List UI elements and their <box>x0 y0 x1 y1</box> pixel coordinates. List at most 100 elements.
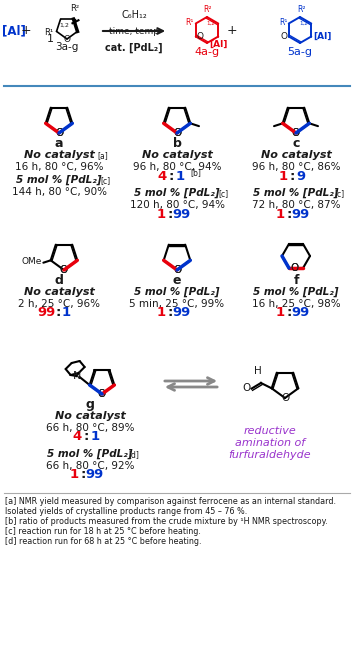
Text: [c]: [c] <box>334 189 344 198</box>
Text: [a] NMR yield measured by comparison against ferrocene as an internal standard.: [a] NMR yield measured by comparison aga… <box>5 497 336 506</box>
Text: No catalyst: No catalyst <box>55 411 125 421</box>
Text: e: e <box>173 274 181 287</box>
Text: 66 h, 80 °C, 89%: 66 h, 80 °C, 89% <box>46 423 134 433</box>
Text: Isolated yields of crystalline products range from 45 – 76 %.: Isolated yields of crystalline products … <box>5 507 247 516</box>
Text: 9: 9 <box>296 169 305 183</box>
Text: d: d <box>55 274 63 287</box>
Text: amination of: amination of <box>235 438 305 448</box>
Text: 144 h, 80 °C, 90%: 144 h, 80 °C, 90% <box>11 187 107 197</box>
Text: R¹: R¹ <box>44 28 53 37</box>
Text: 4a-g: 4a-g <box>194 47 219 57</box>
Text: 16 h, 25 °C, 98%: 16 h, 25 °C, 98% <box>252 299 340 309</box>
Text: :: : <box>286 207 292 220</box>
Text: 72 h, 80 °C, 87%: 72 h, 80 °C, 87% <box>252 200 340 210</box>
Text: 1: 1 <box>276 306 285 320</box>
Text: b: b <box>172 137 182 150</box>
Text: O: O <box>173 265 181 275</box>
Text: O: O <box>281 32 288 41</box>
Text: 96 h, 80 °C, 86%: 96 h, 80 °C, 86% <box>252 162 340 172</box>
Text: 1: 1 <box>157 207 166 220</box>
Text: [d]: [d] <box>128 450 139 459</box>
Text: :: : <box>167 306 173 320</box>
Text: :: : <box>81 468 86 481</box>
Text: :: : <box>168 169 174 183</box>
Text: :: : <box>83 430 89 444</box>
Text: 1,2: 1,2 <box>59 23 69 28</box>
Text: O: O <box>98 389 106 399</box>
Text: reductive: reductive <box>244 426 296 436</box>
Text: +: + <box>21 25 31 37</box>
Text: No catalyst: No catalyst <box>24 150 95 160</box>
Text: 1,2: 1,2 <box>299 21 308 25</box>
Text: 66 h, 80 °C, 92%: 66 h, 80 °C, 92% <box>46 461 134 471</box>
Text: a: a <box>55 137 63 150</box>
Text: [c]: [c] <box>218 189 228 198</box>
Text: c: c <box>292 137 300 150</box>
Text: O: O <box>173 265 181 275</box>
Text: g: g <box>86 398 95 411</box>
Text: time, temp: time, temp <box>109 26 159 36</box>
Text: No catalyst: No catalyst <box>24 287 95 297</box>
Text: [Al]: [Al] <box>209 39 228 48</box>
Text: 1: 1 <box>62 306 71 320</box>
Text: +: + <box>227 25 237 37</box>
Text: 16 h, 80 °C, 96%: 16 h, 80 °C, 96% <box>15 162 103 172</box>
Text: 99: 99 <box>173 207 191 220</box>
Text: 2 h, 25 °C, 96%: 2 h, 25 °C, 96% <box>18 299 100 309</box>
Text: O: O <box>292 128 300 138</box>
Text: O: O <box>55 128 63 138</box>
Text: R²: R² <box>70 4 79 13</box>
Text: H: H <box>254 366 262 376</box>
Text: O: O <box>55 128 63 138</box>
Text: 5 mol % [PdL₂]: 5 mol % [PdL₂] <box>134 188 220 198</box>
Text: O: O <box>242 382 251 393</box>
Text: 5 mol % [PdL₂]: 5 mol % [PdL₂] <box>47 449 133 459</box>
Text: cat. [PdL₂]: cat. [PdL₂] <box>105 43 163 53</box>
Text: [c]: [c] <box>100 176 110 185</box>
Text: O: O <box>60 265 68 275</box>
Text: :: : <box>55 306 61 320</box>
Text: 1: 1 <box>279 169 288 183</box>
Text: O: O <box>98 389 106 399</box>
Text: [a]: [a] <box>97 151 108 160</box>
Text: 5 min, 25 °C, 99%: 5 min, 25 °C, 99% <box>130 299 224 309</box>
Text: :: : <box>289 169 295 183</box>
Text: :: : <box>286 306 292 320</box>
Text: 1: 1 <box>90 430 99 444</box>
Text: 1: 1 <box>276 207 285 220</box>
Text: 1: 1 <box>157 306 166 320</box>
Text: [c] reaction run for 18 h at 25 °C before heating.: [c] reaction run for 18 h at 25 °C befor… <box>5 527 201 536</box>
Text: O: O <box>197 32 204 41</box>
Text: 5 mol % [PdL₂]: 5 mol % [PdL₂] <box>253 287 339 297</box>
Text: 4: 4 <box>158 169 167 183</box>
Text: 3a-g: 3a-g <box>55 42 79 52</box>
Text: 99: 99 <box>86 468 104 481</box>
Text: O: O <box>290 263 298 273</box>
Text: O: O <box>63 35 70 44</box>
Text: furfuraldehyde: furfuraldehyde <box>229 450 311 460</box>
Text: 1: 1 <box>175 169 184 183</box>
Text: [d] reaction run for 68 h at 25 °C before heating.: [d] reaction run for 68 h at 25 °C befor… <box>5 537 201 546</box>
Text: 99: 99 <box>173 306 191 320</box>
Text: [Al]: [Al] <box>313 32 332 41</box>
Text: 99: 99 <box>292 207 310 220</box>
Text: 96 h, 80 °C, 94%: 96 h, 80 °C, 94% <box>133 162 221 172</box>
Text: C₆H₁₂: C₆H₁₂ <box>121 10 147 20</box>
Text: :: : <box>167 207 173 220</box>
Text: 4: 4 <box>73 430 82 444</box>
Text: 1: 1 <box>46 34 53 44</box>
Text: O: O <box>290 263 298 273</box>
Text: No catalyst: No catalyst <box>261 150 331 160</box>
Text: O: O <box>173 128 181 138</box>
Text: R²: R² <box>204 5 212 14</box>
Text: 99: 99 <box>292 306 310 320</box>
Text: [b] ratio of products measured from the crude mixture by ¹H NMR spectroscopy.: [b] ratio of products measured from the … <box>5 517 328 526</box>
Text: O: O <box>173 128 181 138</box>
Text: 120 h, 80 °C, 94%: 120 h, 80 °C, 94% <box>130 200 224 210</box>
Text: R¹: R¹ <box>185 18 194 27</box>
Text: 99: 99 <box>37 306 55 320</box>
Text: OMe: OMe <box>22 257 42 266</box>
Text: N: N <box>73 371 81 381</box>
Text: O: O <box>60 265 68 275</box>
Text: f: f <box>293 274 299 287</box>
